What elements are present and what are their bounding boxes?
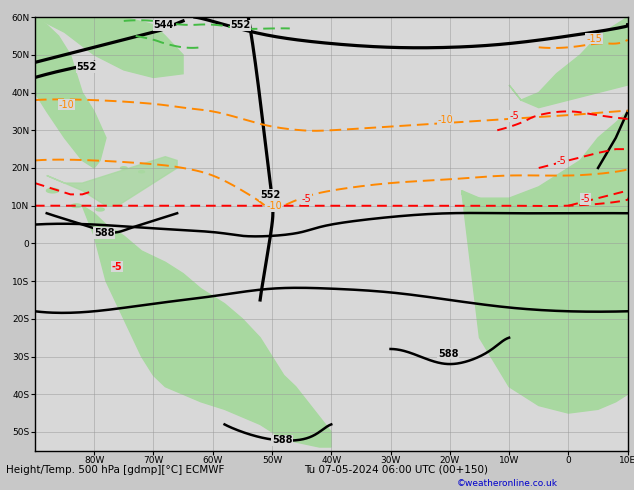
Polygon shape <box>46 188 59 193</box>
Polygon shape <box>509 17 628 108</box>
Text: -5: -5 <box>112 262 123 272</box>
Text: 552: 552 <box>76 62 96 72</box>
Text: -5: -5 <box>580 194 590 204</box>
Text: -10: -10 <box>266 201 281 212</box>
Polygon shape <box>139 171 145 173</box>
Text: -5: -5 <box>557 156 566 166</box>
Text: -15: -15 <box>586 34 602 44</box>
Text: 544: 544 <box>153 21 174 30</box>
Text: ©weatheronline.co.uk: ©weatheronline.co.uk <box>456 479 557 488</box>
Text: 552: 552 <box>231 21 250 30</box>
Text: -10: -10 <box>58 99 74 110</box>
Polygon shape <box>35 17 106 168</box>
Text: -5: -5 <box>509 111 519 121</box>
Polygon shape <box>462 191 628 413</box>
Text: 588: 588 <box>272 435 292 445</box>
Text: Tu 07-05-2024 06:00 UTC (00+150): Tu 07-05-2024 06:00 UTC (00+150) <box>304 465 488 475</box>
Polygon shape <box>120 167 127 169</box>
Text: 552: 552 <box>260 190 280 200</box>
Polygon shape <box>47 157 177 206</box>
Polygon shape <box>35 17 183 77</box>
Polygon shape <box>96 208 104 211</box>
Polygon shape <box>72 204 81 207</box>
Polygon shape <box>82 206 332 447</box>
Text: -5: -5 <box>302 194 311 204</box>
Text: 588: 588 <box>94 228 115 238</box>
Text: -10: -10 <box>438 115 454 125</box>
Text: 588: 588 <box>438 348 458 359</box>
Polygon shape <box>462 111 628 300</box>
Text: Height/Temp. 500 hPa [gdmp][°C] ECMWF: Height/Temp. 500 hPa [gdmp][°C] ECMWF <box>6 465 224 475</box>
